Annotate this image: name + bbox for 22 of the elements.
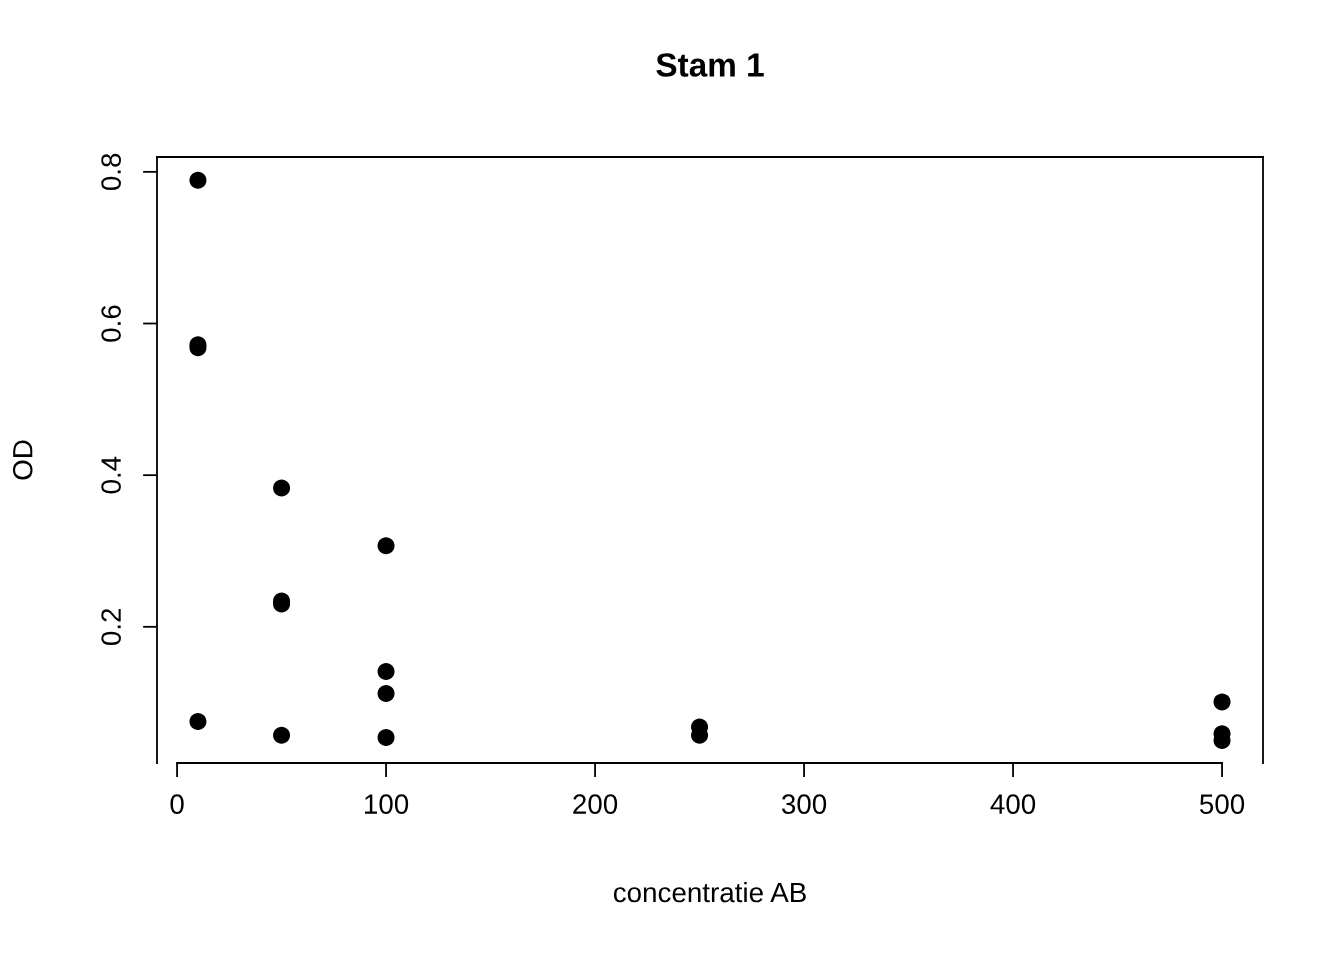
y-axis-title: OD xyxy=(12,440,33,480)
x-tick-label: 0 xyxy=(170,794,184,814)
x-tick-label: 100 xyxy=(365,794,409,814)
y-tick-label: 0.2 xyxy=(101,608,121,646)
point xyxy=(377,663,395,681)
y-tick-label: 0.6 xyxy=(101,305,121,342)
point xyxy=(377,537,395,555)
point xyxy=(189,713,207,731)
point xyxy=(189,171,207,189)
x-tick-label: 300 xyxy=(781,794,827,814)
point xyxy=(273,479,291,497)
x-tick-label: 400 xyxy=(990,794,1036,814)
x-axis-title: concentratie AB xyxy=(613,881,806,903)
point xyxy=(273,726,291,744)
x-tick-label: 500 xyxy=(1199,794,1245,814)
x-tick-label: 200 xyxy=(573,794,618,814)
y-tick-label: 0.8 xyxy=(101,153,121,191)
point xyxy=(377,685,395,703)
point xyxy=(1213,693,1231,711)
chart-title: Stam 1 xyxy=(656,53,764,77)
point xyxy=(377,729,395,747)
y-tick-label: 0.4 xyxy=(101,456,121,494)
